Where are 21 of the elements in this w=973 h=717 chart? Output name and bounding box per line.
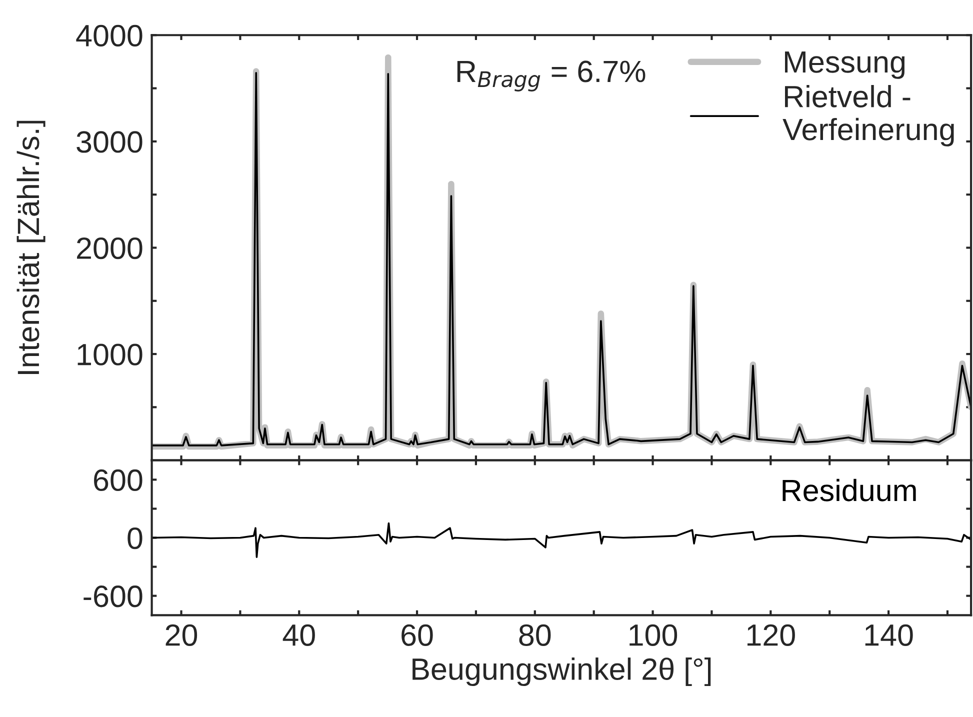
y-tick-label: 600 [94, 469, 142, 492]
y-axis-title: Intensität [Zählr./s.] [16, 120, 46, 374]
x-tick-label: 60 [402, 624, 433, 646]
y-tick-label: 0 [128, 527, 142, 550]
y-tick-label: 3000 [76, 131, 142, 153]
annotation: R$_{Bragg}$ = 6.7% [457, 60, 646, 92]
x-axis-title: Beugungswinkel 2θ [°] [412, 658, 711, 686]
x-tick-label: 20 [166, 624, 198, 646]
y-tick-label: 1000 [78, 344, 142, 366]
legend-label: Messung [785, 52, 905, 79]
series-label: Residuum [782, 478, 916, 502]
line-series [152, 522, 972, 558]
legend-label: Rietveld - Verfeinerung [782, 85, 954, 146]
y-tick-label: -600 [84, 586, 142, 608]
x-tick-label: 80 [519, 624, 551, 646]
x-tick-label: 140 [865, 624, 913, 646]
x-tick-label: 100 [630, 624, 678, 646]
x-tick-label: 120 [748, 624, 795, 646]
x-tick-label: 40 [282, 624, 315, 646]
y-tick-label: 4000 [76, 24, 142, 47]
y-tick-label: 2000 [77, 237, 142, 260]
